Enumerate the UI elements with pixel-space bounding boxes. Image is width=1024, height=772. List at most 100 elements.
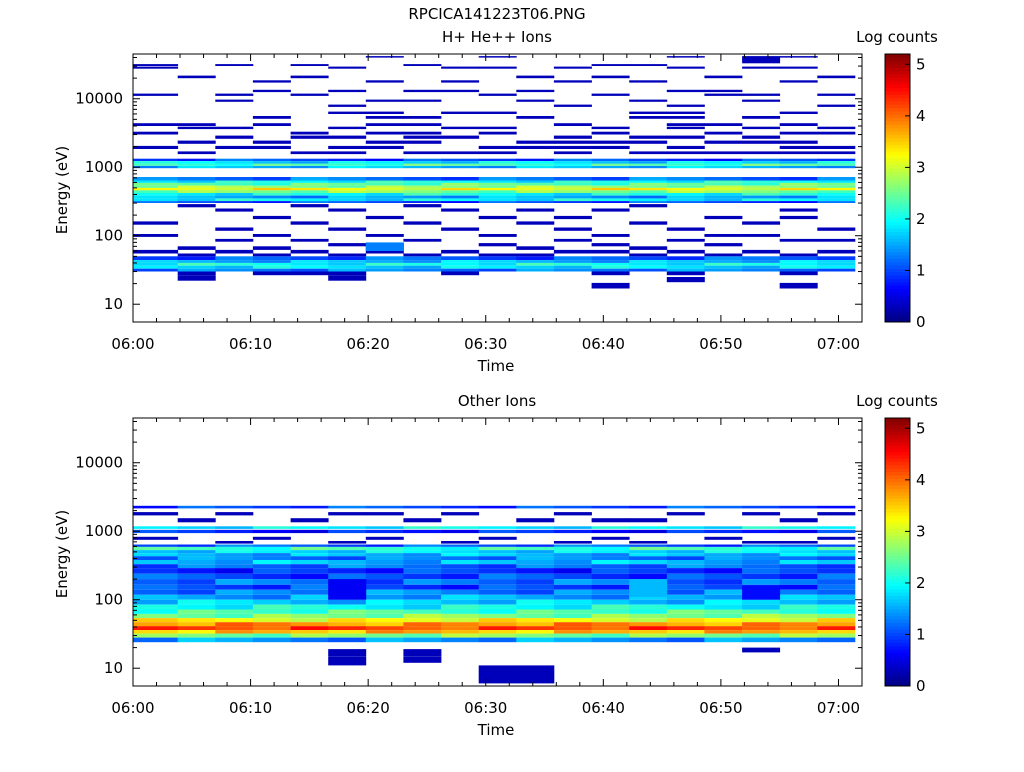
heatmap-cell [667, 177, 705, 181]
heatmap-cell [592, 626, 630, 630]
colorbar-segment [885, 468, 910, 472]
heatmap-cell [178, 186, 216, 188]
heatmap-cell [742, 141, 780, 144]
heatmap-cell [554, 190, 592, 193]
heatmap-cell [479, 256, 517, 260]
heatmap-cell [441, 190, 479, 193]
heatmap-cell [328, 263, 366, 266]
heatmap-cell [479, 595, 517, 600]
colorbar-segment [885, 619, 910, 623]
heatmap-cell [328, 136, 366, 139]
colorbar-segment [885, 215, 910, 219]
heatmap-cell [479, 614, 517, 618]
heatmap-cell [441, 127, 479, 129]
heatmap-cell [441, 564, 479, 568]
heatmap-cell [403, 518, 441, 522]
heatmap-cell [133, 614, 178, 618]
heatmap-cell [291, 159, 329, 161]
heatmap-cell [328, 556, 366, 560]
heatmap-cell [403, 269, 441, 272]
heatmap-cell [629, 246, 667, 250]
heatmap-cell [817, 610, 855, 614]
heatmap-cell [554, 600, 592, 605]
heatmap-cell [742, 221, 780, 224]
heatmap-cell [403, 263, 441, 266]
heatmap-cell [328, 193, 366, 196]
heatmap-cell [215, 188, 253, 191]
colorbar-segment [885, 258, 910, 262]
heatmap-cell [215, 634, 253, 638]
heatmap-cell [366, 553, 404, 556]
heatmap-cell [215, 600, 253, 605]
heatmap-cell [742, 67, 780, 69]
heatmap-cell [780, 526, 818, 529]
heatmap-cell [629, 638, 667, 643]
heatmap-cell [366, 634, 404, 638]
heatmap-cell [592, 190, 630, 193]
colorbar-segment [885, 77, 910, 81]
colorbar-segment [885, 495, 910, 499]
heatmap-cell [817, 553, 855, 556]
heatmap-cell [178, 275, 216, 281]
colorbar-segment [885, 175, 910, 179]
heatmap-cell [133, 266, 178, 269]
heatmap-cell [366, 199, 404, 202]
heatmap-cell [742, 648, 780, 653]
heatmap-cell [554, 216, 592, 219]
heatmap-cell [592, 193, 630, 196]
heatmap-cell [291, 256, 329, 260]
heatmap-cell [441, 590, 479, 595]
colorbar-tick-label: 3 [916, 158, 926, 176]
colorbar-segment [885, 235, 910, 239]
heatmap-cell [133, 560, 178, 564]
heatmap-cell [516, 665, 554, 683]
heatmap-cell [366, 256, 404, 260]
heatmap-cell [403, 595, 441, 600]
heatmap-cell [817, 166, 855, 168]
heatmap-cell [554, 568, 592, 574]
heatmap-cell [328, 201, 366, 203]
heatmap-cell [403, 188, 441, 191]
colorbar-segment [885, 248, 910, 252]
colorbar-segment [885, 575, 910, 579]
heatmap-cell [253, 564, 291, 568]
heatmap-cell [441, 512, 479, 515]
heatmap-cell [667, 590, 705, 595]
heatmap-cell [780, 190, 818, 193]
heatmap-cell [253, 256, 291, 260]
heatmap-cell [780, 556, 818, 560]
heatmap-cell [742, 181, 780, 183]
heatmap-cell [704, 550, 742, 553]
heatmap-cell [253, 234, 291, 237]
heatmap-cell [817, 181, 855, 183]
heatmap-cell [328, 618, 366, 622]
heatmap-cell [366, 574, 404, 579]
colorbar-segment [885, 579, 910, 583]
colorbar-segment [885, 539, 910, 543]
colorbar-tick-label: 0 [916, 313, 926, 331]
heatmap-cell [291, 614, 329, 618]
colorbar-segment [885, 285, 910, 289]
heatmap-cell [516, 186, 554, 188]
heatmap-cell [479, 164, 517, 166]
x-tick-label: 06:40 [582, 335, 625, 353]
heatmap-cell [667, 193, 705, 196]
heatmap-cell [366, 547, 404, 550]
colorbar-segment [885, 228, 910, 232]
heatmap-cell [516, 614, 554, 618]
colorbar-segment [885, 94, 910, 98]
heatmap-cell [479, 263, 517, 266]
heatmap-cell [178, 564, 216, 568]
heatmap-cell [328, 553, 366, 556]
heatmap-cell [479, 196, 517, 199]
heatmap-cell [328, 626, 366, 630]
colorbar-tick-label: 5 [916, 419, 926, 437]
heatmap-cell [133, 512, 178, 515]
heatmap-cell [667, 600, 705, 605]
heatmap-cell [366, 116, 404, 119]
heatmap-cell [215, 638, 253, 643]
heatmap-cell [328, 164, 366, 166]
heatmap-cell [817, 127, 855, 129]
heatmap-cell [629, 622, 667, 626]
x-tick-label: 06:40 [582, 699, 625, 717]
